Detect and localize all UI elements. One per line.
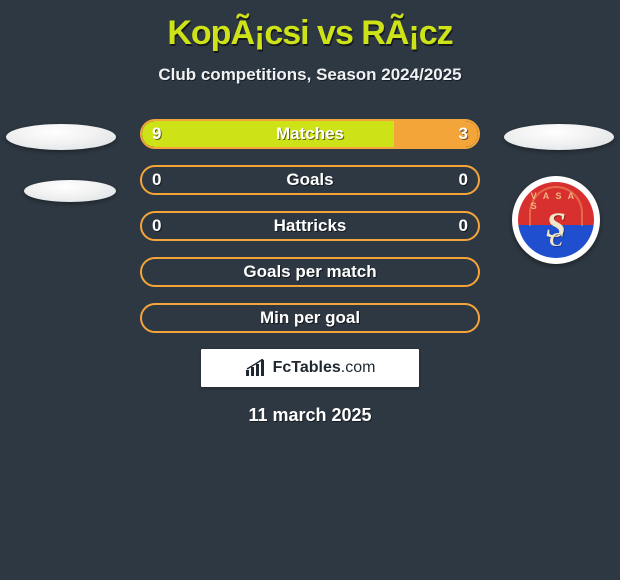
stat-label: Hattricks [142,213,478,239]
stat-value-left: 0 [152,167,161,193]
stat-row: Goals0 0 [0,165,620,195]
stat-label: Matches [142,121,478,147]
stat-row: Min per goal [0,303,620,333]
stat-bar: Goals per match [140,257,480,287]
stat-value-left: 9 [152,121,161,147]
footer-date: 11 march 2025 [0,405,620,426]
stat-row: Matches9 3 [0,119,620,149]
page-title: KopÃ¡csi vs RÃ¡cz [0,0,620,53]
stat-value-left: 0 [152,213,161,239]
page-subtitle: Club competitions, Season 2024/2025 [0,65,620,85]
stat-bar: Matches9 3 [140,119,480,149]
stats-rows: Matches93Goals00Hattricks00Goals per mat… [0,119,620,333]
branding-light: .com [341,359,376,376]
stat-bar: Hattricks0 0 [140,211,480,241]
stat-value-right: 0 [459,167,468,193]
stat-value-right: 3 [459,121,468,147]
stat-bar: Goals0 0 [140,165,480,195]
stat-bar: Min per goal [140,303,480,333]
stat-label: Min per goal [142,305,478,331]
stat-label: Goals per match [142,259,478,285]
stat-value-right: 0 [459,213,468,239]
stat-label: Goals [142,167,478,193]
branding-text: FcTables.com [273,359,376,377]
branding-bold: FcTables [273,359,341,376]
chart-icon [245,359,267,377]
stat-row: Goals per match [0,257,620,287]
branding-box: FcTables.com [201,349,419,387]
stat-row: Hattricks0 0 [0,211,620,241]
